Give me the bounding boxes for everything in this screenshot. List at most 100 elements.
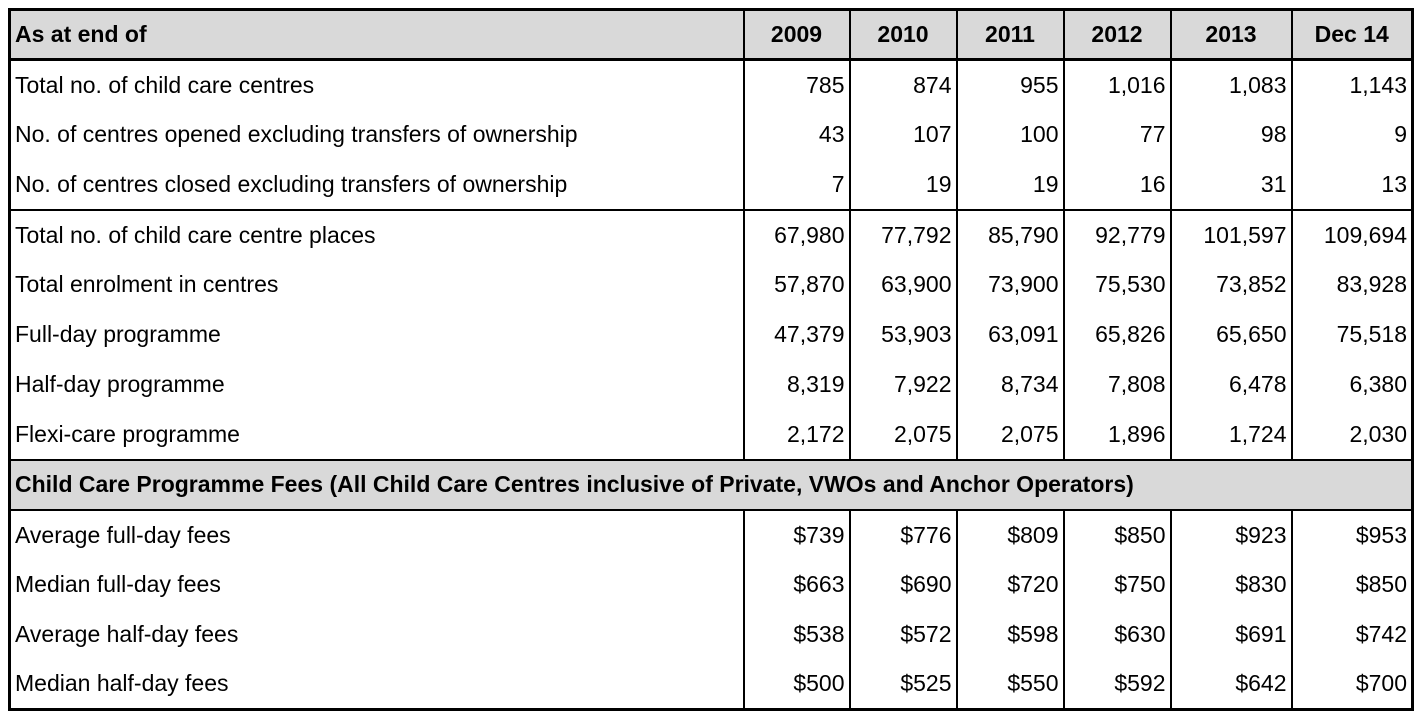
cell-value: 1,143 <box>1349 71 1407 98</box>
cell-value: 65,650 <box>1170 309 1293 360</box>
cell-value: $809 <box>956 509 1065 560</box>
table-row: Median half-day fees $500 $525 $550 $592 $642… <box>9 659 1413 710</box>
header-year-2012: 2012 <box>1063 9 1172 61</box>
cell-value: 31 <box>1170 159 1293 211</box>
cell-value: 57,870 <box>743 259 851 310</box>
header-year-2011: 2011 <box>956 9 1065 61</box>
row-label: Full-day programme <box>9 309 745 360</box>
cell-value: 2,075 <box>956 409 1065 460</box>
row-label: Total no. of child care centre places <box>9 209 745 260</box>
cell-value: $598 <box>956 609 1065 660</box>
cell-value: 16 <box>1063 159 1172 211</box>
cell-value: 1,016 <box>1063 59 1172 110</box>
row-label: No. of centres opened excluding transfer… <box>9 109 745 160</box>
cell-value: 19 <box>849 159 958 211</box>
cell-value: $691 <box>1170 609 1293 660</box>
table-row: Total no. of child care centre places 67,… <box>9 209 1413 260</box>
table-row: Median full-day fees $663 $690 $720 $750 $830… <box>9 559 1413 610</box>
cell-value: $739 <box>743 509 851 560</box>
cell-value: $572 <box>849 609 958 660</box>
cell-value: $742 <box>1355 621 1407 647</box>
cell-value: 1,896 <box>1063 409 1172 460</box>
cell-value: 1,724 <box>1170 409 1293 460</box>
cell-value: 75,518 <box>1336 321 1407 347</box>
row-label: Average full-day fees <box>9 509 745 560</box>
cell-value: 77 <box>1063 109 1172 160</box>
row-label: Half-day programme <box>9 359 745 410</box>
table-row: Total enrolment in centres 57,870 63,900 73… <box>9 259 1413 310</box>
cell-value: 107 <box>849 109 958 160</box>
cell-value: 63,091 <box>956 309 1065 360</box>
cell-value: $776 <box>849 509 958 560</box>
section-title: Child Care Programme Fees (All Child Car… <box>9 458 1413 511</box>
cell-value: $538 <box>743 609 851 660</box>
header-dec-14: Dec 14 <box>1291 9 1413 61</box>
table-row: Full-day programme 47,379 53,903 63,091 65,8… <box>9 309 1413 360</box>
cell-value: 109,694 <box>1323 221 1407 248</box>
cell-value: 63,900 <box>849 259 958 310</box>
cell-value: $592 <box>1063 659 1172 710</box>
header-year-2013: 2013 <box>1170 9 1293 61</box>
cell-value: 955 <box>956 59 1065 110</box>
cell-value: 75,530 <box>1063 259 1172 310</box>
cell-value: $923 <box>1170 509 1293 560</box>
header-year-2010: 2010 <box>849 9 958 61</box>
cell-value: 73,900 <box>956 259 1065 310</box>
cell-value: 65,826 <box>1063 309 1172 360</box>
cell-value: 53,903 <box>849 309 958 360</box>
cell-value: 83,928 <box>1336 271 1407 297</box>
cell-value: $750 <box>1063 559 1172 610</box>
cell-value: 98 <box>1170 109 1293 160</box>
cell-value: 77,792 <box>849 209 958 260</box>
cell-value: 43 <box>743 109 851 160</box>
cell-value: 6,380 <box>1349 371 1407 397</box>
row-label: Average half-day fees <box>9 609 745 660</box>
cell-value: 6,478 <box>1170 359 1293 410</box>
cell-value: $550 <box>956 659 1065 710</box>
child-care-statistics-table: As at end of 2009 2010 2011 2012 2013 De… <box>8 8 1414 711</box>
cell-value: $630 <box>1063 609 1172 660</box>
cell-value: 92,779 <box>1063 209 1172 260</box>
cell-value: 7,808 <box>1063 359 1172 410</box>
cell-value: 47,379 <box>743 309 851 360</box>
table-row: Total no. of child care centres 785 874 955… <box>9 59 1413 110</box>
header-label: As at end of <box>9 9 745 61</box>
cell-value: 8,319 <box>743 359 851 410</box>
table-row: Average half-day fees $538 $572 $598 $630 $69… <box>9 609 1413 660</box>
cell-value: 100 <box>956 109 1065 160</box>
cell-value: $500 <box>743 659 851 710</box>
cell-value: $525 <box>849 659 958 710</box>
row-label: Flexi-care programme <box>9 409 745 460</box>
row-label: Median full-day fees <box>9 559 745 610</box>
row-label: No. of centres closed excluding transfer… <box>9 159 745 211</box>
cell-value: 9 <box>1394 121 1407 147</box>
cell-value: 874 <box>849 59 958 110</box>
cell-value: 13 <box>1291 159 1413 211</box>
cell-value: $850 <box>1063 509 1172 560</box>
table-row: Flexi-care programme 2,172 2,075 2,075 1,896… <box>9 409 1413 460</box>
table-body: Total no. of child care centres 785 874 955… <box>9 59 1413 710</box>
cell-value: $642 <box>1170 659 1293 710</box>
cell-value: 8,734 <box>956 359 1065 410</box>
cell-value: 2,030 <box>1349 420 1407 447</box>
table-row: Average full-day fees $739 $776 $809 $850 $92… <box>9 509 1413 560</box>
header-year-2009: 2009 <box>743 9 851 61</box>
section-header-row: Child Care Programme Fees (All Child Car… <box>9 458 1413 511</box>
cell-value: $953 <box>1355 521 1407 548</box>
cell-value: $700 <box>1355 670 1407 697</box>
header-row: As at end of 2009 2010 2011 2012 2013 De… <box>9 9 1413 61</box>
cell-value: 1,083 <box>1170 59 1293 110</box>
cell-value: $690 <box>849 559 958 610</box>
cell-value: 785 <box>743 59 851 110</box>
cell-value: 2,075 <box>849 409 958 460</box>
cell-value: 19 <box>956 159 1065 211</box>
cell-value: $663 <box>743 559 851 610</box>
row-label: Total no. of child care centres <box>9 59 745 110</box>
cell-value: $830 <box>1170 559 1293 610</box>
cell-value: 73,852 <box>1170 259 1293 310</box>
table-row: Half-day programme 8,319 7,922 8,734 7,808 6,… <box>9 359 1413 410</box>
table-container: As at end of 2009 2010 2011 2012 2013 De… <box>8 8 1414 711</box>
cell-value: 7 <box>743 159 851 211</box>
table-row: No. of centres opened excluding transfer… <box>9 109 1413 160</box>
row-label: Total enrolment in centres <box>9 259 745 310</box>
